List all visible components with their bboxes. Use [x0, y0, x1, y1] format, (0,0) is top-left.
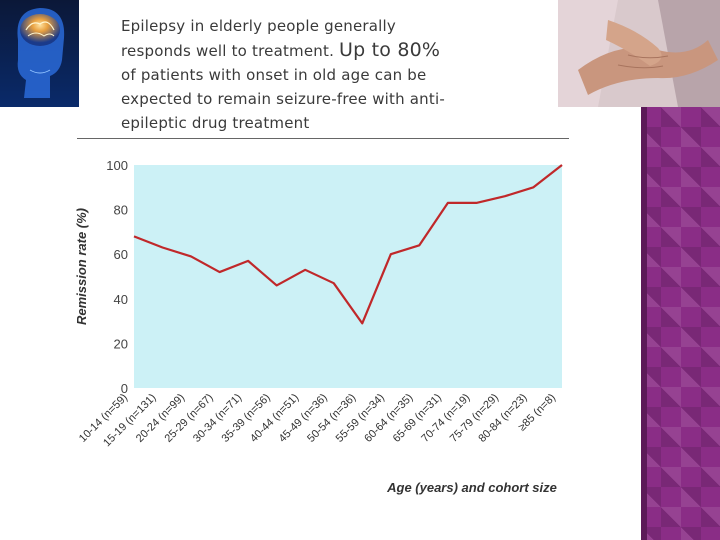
brain-illustration	[0, 0, 79, 107]
slide-caption: Epilepsy in elderly people generally res…	[121, 14, 561, 135]
plot-area	[134, 165, 562, 388]
caption-line-2: responds well to treatment. Up to 80%	[121, 38, 561, 63]
caption-line-1: Epilepsy in elderly people generally	[121, 17, 396, 35]
y-tick-label: 80	[114, 203, 128, 218]
y-tick-label: 40	[114, 292, 128, 307]
series-line	[133, 164, 563, 325]
y-tick-label: 60	[114, 247, 128, 262]
caption-line-5: epileptic drug treatment	[121, 114, 310, 132]
caption-highlight: Up to 80%	[339, 39, 441, 61]
y-axis-label: Remission rate (%)	[74, 208, 89, 325]
caption-line-2-text: responds well to treatment.	[121, 42, 340, 60]
x-tick-label: 10-14 (n=59)	[77, 392, 130, 445]
y-tick-label: 100	[106, 158, 128, 173]
y-tick-label: 0	[121, 381, 128, 396]
decorative-purple-strip	[641, 107, 647, 540]
caption-line-3: of patients with onset in old age can be	[121, 66, 427, 84]
divider-line	[77, 138, 569, 139]
y-tick-label: 20	[114, 336, 128, 351]
x-axis-label: Age (years) and cohort size	[386, 480, 557, 495]
decorative-purple-panel	[641, 107, 720, 540]
elderly-hands-photo	[558, 0, 720, 107]
caption-line-4: expected to remain seizure-free with ant…	[121, 90, 445, 108]
